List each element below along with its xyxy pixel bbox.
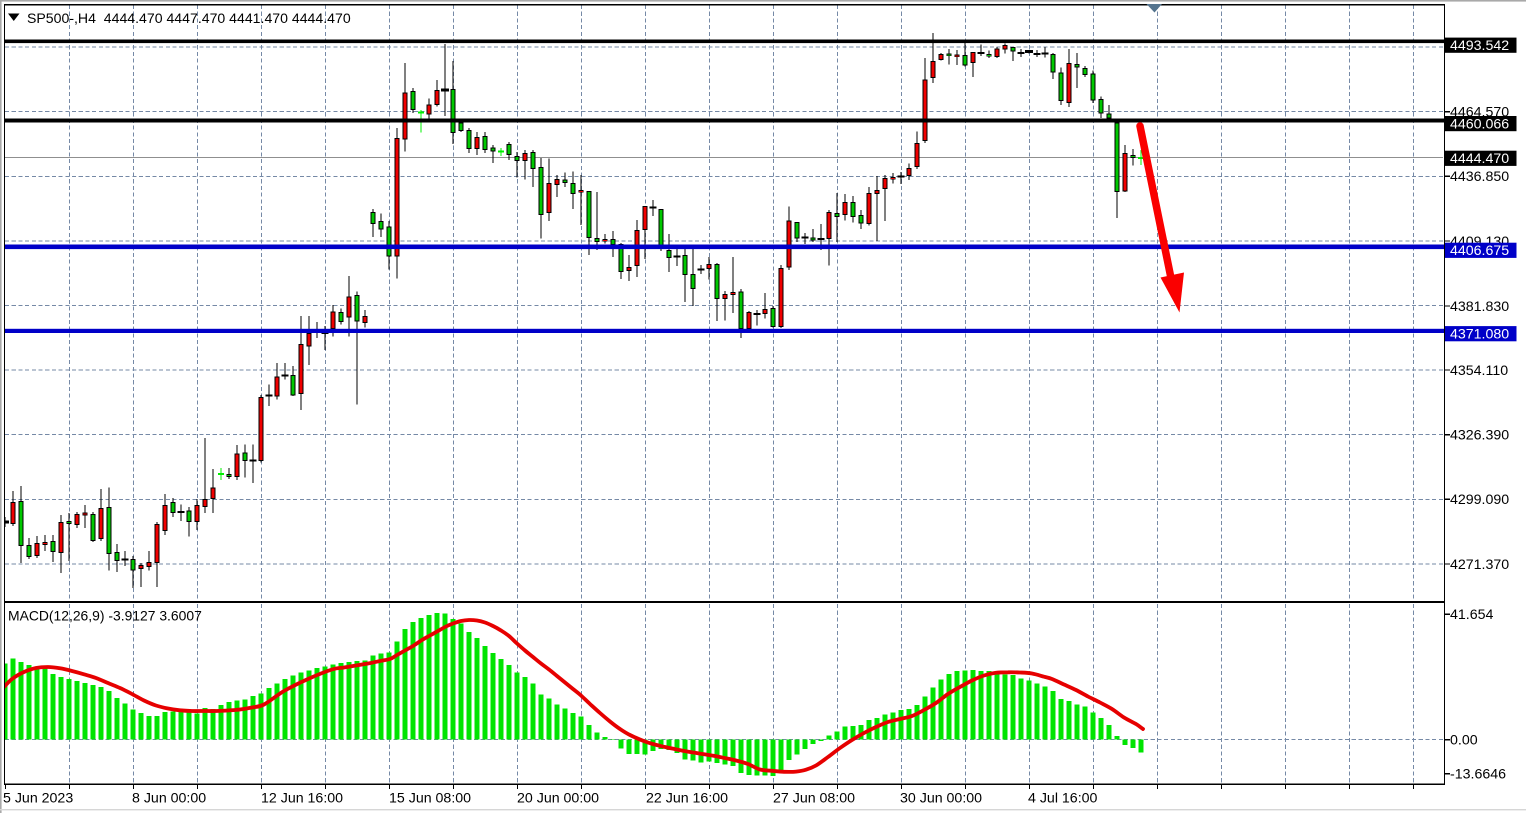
svg-text:4 Jul 16:00: 4 Jul 16:00	[1028, 790, 1098, 806]
svg-text:-13.6646: -13.6646	[1450, 767, 1506, 783]
svg-text:5 Jun 2023: 5 Jun 2023	[3, 790, 73, 806]
svg-text:0.00: 0.00	[1450, 733, 1478, 749]
svg-text:12 Jun 16:00: 12 Jun 16:00	[261, 790, 343, 806]
svg-text:SP500-,H4 4444.470 4447.470 4: SP500-,H4 4444.470 4447.470 4441.470 444…	[27, 10, 351, 26]
svg-text:4326.390: 4326.390	[1450, 428, 1509, 444]
svg-text:4460.066: 4460.066	[1450, 117, 1509, 133]
svg-text:4354.110: 4354.110	[1450, 363, 1508, 379]
svg-text:22 Jun 16:00: 22 Jun 16:00	[646, 790, 728, 806]
svg-text:MACD(12,26,9) -3.9127 3.6007: MACD(12,26,9) -3.9127 3.6007	[8, 608, 202, 624]
svg-text:27 Jun 08:00: 27 Jun 08:00	[773, 790, 855, 806]
svg-text:20 Jun 00:00: 20 Jun 00:00	[517, 790, 599, 806]
svg-text:15 Jun 08:00: 15 Jun 08:00	[389, 790, 471, 806]
svg-text:4371.080: 4371.080	[1450, 327, 1509, 343]
svg-text:4406.675: 4406.675	[1450, 243, 1509, 259]
svg-text:4444.470: 4444.470	[1450, 151, 1509, 167]
svg-text:30 Jun 00:00: 30 Jun 00:00	[900, 790, 982, 806]
svg-text:4436.850: 4436.850	[1450, 169, 1509, 185]
svg-text:4493.542: 4493.542	[1450, 38, 1509, 54]
svg-text:4381.830: 4381.830	[1450, 299, 1509, 315]
svg-text:4271.370: 4271.370	[1450, 557, 1509, 573]
svg-text:8 Jun 00:00: 8 Jun 00:00	[132, 790, 206, 806]
svg-text:4299.090: 4299.090	[1450, 492, 1509, 508]
svg-text:41.654: 41.654	[1450, 607, 1494, 623]
